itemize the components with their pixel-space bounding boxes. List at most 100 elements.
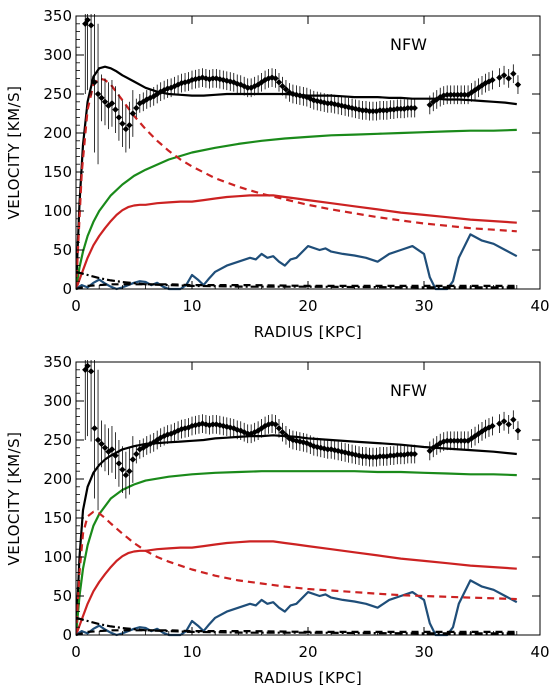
data-point — [380, 453, 387, 460]
data-point — [359, 107, 366, 114]
data-point — [514, 427, 522, 434]
x-axis-label: RADIUS [KPC] — [254, 323, 362, 341]
data-point — [404, 104, 411, 112]
series-line-dashed-component — [76, 629, 517, 637]
y-axis-label: VELOCITY [KM/S] — [5, 432, 23, 566]
data-point — [293, 91, 300, 98]
series-line-bulge — [76, 77, 517, 290]
data-point — [247, 84, 255, 91]
data-point — [394, 451, 401, 459]
data-point — [84, 16, 91, 24]
data-point — [237, 81, 244, 88]
data-point — [376, 107, 384, 114]
plot-frame — [75, 361, 541, 636]
data-point — [133, 450, 140, 458]
series-line-dark-halo — [76, 128, 517, 290]
data-point — [362, 107, 370, 114]
data-point — [119, 120, 126, 127]
data-point — [108, 100, 116, 107]
data-point — [380, 107, 387, 114]
data-point — [397, 105, 404, 113]
data-point — [387, 106, 394, 113]
data-point — [514, 81, 522, 88]
data-point — [87, 368, 95, 375]
data-point — [324, 100, 331, 107]
y-tick-label: 50 — [53, 241, 72, 259]
data-point — [160, 432, 168, 440]
data-point — [94, 436, 102, 444]
data-point — [279, 429, 286, 436]
data-point — [447, 437, 454, 444]
data-point — [426, 447, 433, 455]
data-point — [496, 420, 503, 427]
data-point — [178, 79, 185, 87]
data-point — [91, 79, 98, 86]
data-point — [468, 89, 475, 96]
series-line-stellar-disk — [76, 194, 517, 290]
data-point — [94, 90, 102, 98]
data-point — [411, 104, 418, 112]
model-annotation: NFW — [390, 35, 427, 54]
data-point — [444, 437, 451, 444]
data-point — [450, 91, 458, 98]
data-point — [369, 453, 377, 461]
data-point — [98, 94, 105, 102]
data-point — [122, 471, 130, 479]
y-tick-label: 100 — [43, 548, 72, 566]
data-point — [444, 91, 451, 98]
data-point — [282, 432, 290, 439]
data-point — [140, 98, 147, 105]
model-curves — [76, 434, 518, 637]
data-point — [244, 84, 251, 91]
y-axis-label: VELOCITY [KM/S] — [5, 86, 23, 220]
x-tick-label: 20 — [298, 643, 317, 661]
data-point — [408, 104, 415, 112]
data-point — [150, 93, 157, 100]
data-point — [82, 20, 89, 27]
panel-bottom: 0 10 20 30 40 0 50 100 150 200 250 300 350 RADIUS [KP… — [5, 353, 550, 687]
data-point — [411, 450, 418, 458]
data-point — [500, 418, 508, 425]
y-tick-label: 350 — [43, 353, 72, 371]
y-tick-label: 300 — [43, 46, 72, 64]
data-point — [437, 93, 444, 101]
y-tick-label: 250 — [43, 431, 72, 449]
series-line-dash-dot-component — [76, 616, 517, 635]
x-axis-label: RADIUS [KPC] — [254, 669, 362, 687]
data-point — [129, 110, 137, 117]
data-point — [209, 421, 217, 428]
x-tick-label: 0 — [71, 297, 81, 315]
data-point — [461, 437, 468, 444]
data-point — [505, 421, 512, 428]
y-tick-label: 250 — [43, 85, 72, 103]
y-tick-label: 100 — [43, 202, 72, 220]
data-point — [510, 70, 517, 77]
data-point — [454, 437, 461, 444]
data-point — [112, 106, 119, 113]
data-point — [404, 450, 411, 458]
data-point — [265, 75, 272, 82]
x-tick-label: 30 — [414, 297, 433, 315]
data-point — [496, 74, 503, 81]
series-line-gas — [76, 233, 518, 291]
y-tick-label: 350 — [43, 7, 72, 25]
data-point — [188, 76, 196, 84]
data-point — [272, 421, 279, 428]
series-line-dash-dot-component — [76, 270, 517, 289]
y-tick-label: 0 — [62, 626, 72, 644]
data-point — [450, 437, 458, 444]
y-tick-label: 200 — [43, 470, 72, 488]
data-point — [275, 79, 283, 86]
data-point — [112, 452, 119, 459]
data-point — [122, 125, 130, 133]
data-point — [376, 453, 384, 460]
data-point — [160, 86, 168, 94]
data-point — [475, 84, 482, 91]
data-point — [394, 105, 401, 113]
y-tick-label: 200 — [43, 124, 72, 142]
data-point — [489, 422, 496, 430]
panel-top: 0 10 20 30 40 0 50 100 150 200 250 300 350 RADIUS [KP… — [5, 7, 550, 341]
observed-points — [82, 14, 522, 165]
data-point — [216, 421, 224, 429]
data-point — [366, 453, 373, 461]
